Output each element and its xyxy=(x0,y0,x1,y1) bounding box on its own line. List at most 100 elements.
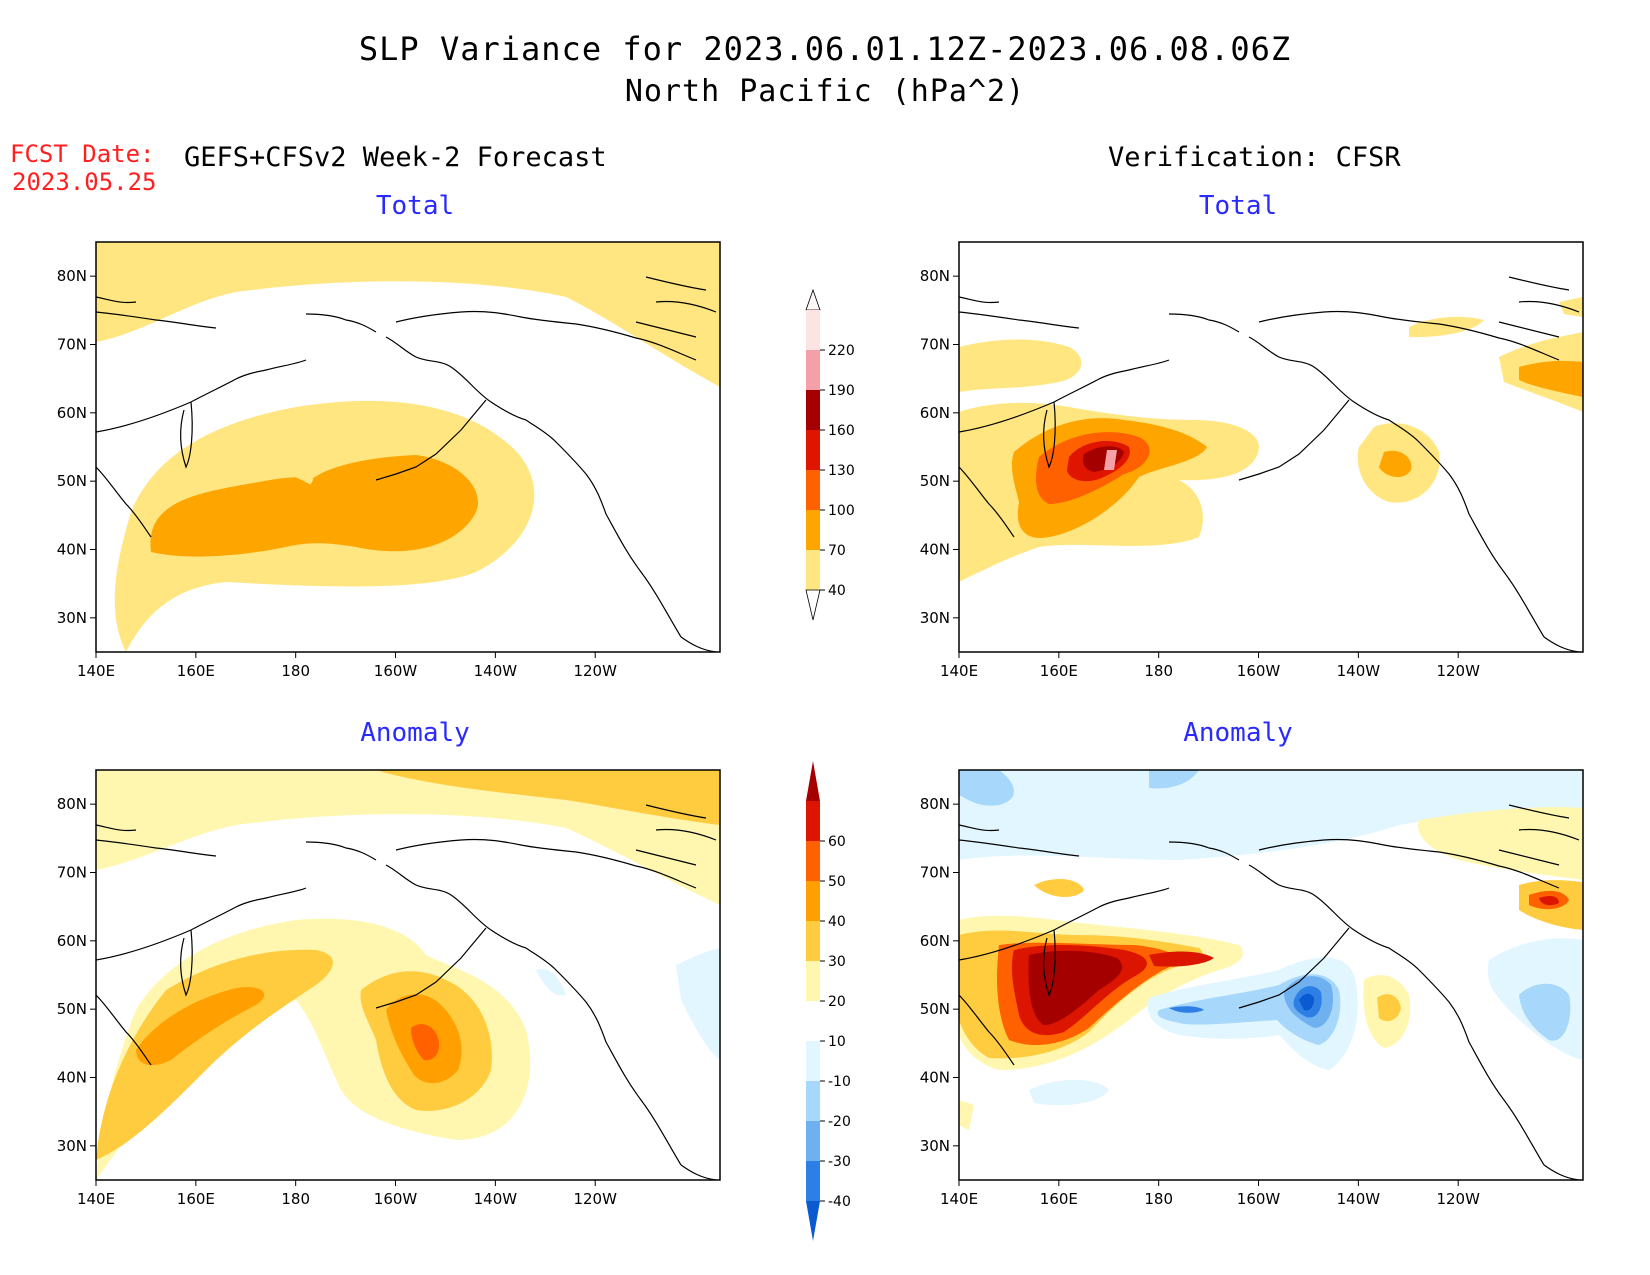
lon-tick-label: 180 xyxy=(281,662,310,680)
lon-tick-label: 160E xyxy=(177,1190,215,1208)
lat-tick-label: 50N xyxy=(57,1000,87,1018)
figure-title: SLP Variance for 2023.06.01.12Z-2023.06.… xyxy=(358,30,1292,68)
lat-tick-label: 30N xyxy=(920,1137,950,1155)
lon-tick-label: 140E xyxy=(940,662,978,680)
lat-tick-label: 30N xyxy=(57,1137,87,1155)
cbar-swatch xyxy=(806,1041,820,1081)
lon-tick-label: 160W xyxy=(1237,1190,1281,1208)
lat-tick-label: 70N xyxy=(920,336,950,354)
cbar-label: -30 xyxy=(828,1154,851,1170)
cbar-swatch xyxy=(806,921,820,961)
cbar-swatch xyxy=(806,430,820,470)
lon-tick-label: 140W xyxy=(1337,1190,1381,1208)
cbar-swatch xyxy=(806,801,820,841)
cbar-swatch xyxy=(806,550,820,590)
cbar-swatch xyxy=(806,841,820,881)
verification-anomaly-map: 140E 160E 180 160W 140W 120W 80N 70N 60N 50N 40N 30… xyxy=(920,769,1584,1208)
lat-tick-label: 80N xyxy=(920,267,950,285)
lon-tick-label: 160E xyxy=(177,662,215,680)
cbar-label: -20 xyxy=(828,1114,851,1130)
cbar-bottom-arrow xyxy=(805,589,821,621)
lon-tick-label: 120W xyxy=(1436,1190,1480,1208)
lat-tick-label: 70N xyxy=(57,864,87,882)
axis-group: 140E 160E 180 160W 140W 120W 80N 70N 60N 50N 40N 30… xyxy=(57,795,617,1208)
cbar-swatch xyxy=(806,510,820,550)
axis-group: 140E 160E 180 160W 140W 120W 80N 70N 60N 50N 40N 30… xyxy=(920,267,1480,680)
lat-tick-label: 60N xyxy=(920,404,950,422)
lon-tick-label: 160W xyxy=(1237,662,1281,680)
cbar-label: -40 xyxy=(828,1194,851,1210)
cbar-label: 70 xyxy=(828,543,846,559)
cbar-swatch xyxy=(806,1081,820,1121)
lon-tick-label: 120W xyxy=(1436,662,1480,680)
lon-tick-label: 140E xyxy=(77,662,115,680)
lat-tick-label: 80N xyxy=(920,795,950,813)
fcst-total-title: Total xyxy=(375,191,455,221)
cbar-swatch xyxy=(806,1001,820,1041)
cbar-label: 30 xyxy=(828,954,846,970)
cbar-swatch xyxy=(806,1121,820,1161)
cbar-swatch xyxy=(806,310,820,350)
cbar-label: 60 xyxy=(828,834,846,850)
cbar-label: 100 xyxy=(828,503,855,519)
lat-tick-label: 50N xyxy=(920,1000,950,1018)
verif-anomaly-title: Anomaly xyxy=(1183,718,1293,748)
cbar-label: -10 xyxy=(828,1074,851,1090)
lat-tick-label: 70N xyxy=(920,864,950,882)
lon-tick-label: 160W xyxy=(374,662,418,680)
lon-tick-label: 160E xyxy=(1040,662,1078,680)
fcst-anomaly-title: Anomaly xyxy=(360,718,470,748)
cbar-label: 50 xyxy=(828,874,846,890)
cbar-swatch xyxy=(806,961,820,1001)
axis-group: 140E 160E 180 160W 140W 120W 80N 70N 60N 50N 40N 30… xyxy=(57,267,617,680)
cbar-swatch xyxy=(806,881,820,921)
cbar-swatch xyxy=(806,1161,820,1201)
lat-tick-label: 80N xyxy=(57,267,87,285)
cbar-label: 10 xyxy=(828,1034,846,1050)
cbar-swatch xyxy=(806,390,820,430)
forecast-anomaly-map: 140E 160E 180 160W 140W 120W 80N 70N 60N 50N 40N 30… xyxy=(57,769,721,1208)
lon-tick-label: 140W xyxy=(474,1190,518,1208)
lat-tick-label: 50N xyxy=(920,472,950,490)
lat-tick-label: 70N xyxy=(57,336,87,354)
lat-tick-label: 60N xyxy=(57,404,87,422)
forecast-column-header: GEFS+CFSv2 Week-2 Forecast xyxy=(184,142,607,173)
lat-tick-label: 30N xyxy=(920,609,950,627)
cbar-label: 190 xyxy=(828,383,855,399)
cbar-top-arrow xyxy=(805,288,821,311)
lat-tick-label: 60N xyxy=(920,932,950,950)
lat-tick-label: 40N xyxy=(920,1069,950,1087)
cbar-top-arrow xyxy=(806,761,820,801)
cbar-swatch xyxy=(806,350,820,390)
lon-tick-label: 180 xyxy=(281,1190,310,1208)
lon-tick-label: 140E xyxy=(77,1190,115,1208)
verification-column-header: Verification: CFSR xyxy=(1108,142,1401,173)
anomaly-colorbar: -40 -30 -20 -10 10 20 30 40 50 60 xyxy=(806,761,851,1241)
lon-tick-label: 160W xyxy=(374,1190,418,1208)
lat-tick-label: 50N xyxy=(57,472,87,490)
lat-tick-label: 30N xyxy=(57,609,87,627)
lat-tick-label: 40N xyxy=(920,541,950,559)
lon-tick-label: 180 xyxy=(1144,662,1173,680)
cbar-label: 220 xyxy=(828,343,855,359)
lon-tick-label: 160E xyxy=(1040,1190,1078,1208)
lat-tick-label: 80N xyxy=(57,795,87,813)
lat-tick-label: 40N xyxy=(57,1069,87,1087)
cbar-label: 160 xyxy=(828,423,855,439)
lon-tick-label: 120W xyxy=(573,662,617,680)
verification-total-map: 140E 160E 180 160W 140W 120W 80N 70N 60N 50N 40N 30… xyxy=(920,241,1584,680)
cbar-label: 40 xyxy=(828,583,846,599)
lon-tick-label: 140W xyxy=(1337,662,1381,680)
cbar-label: 40 xyxy=(828,914,846,930)
fcst-date-label: FCST Date: xyxy=(10,140,155,168)
lon-tick-label: 140W xyxy=(474,662,518,680)
fcst-date-value: 2023.05.25 xyxy=(12,168,157,196)
lat-tick-label: 60N xyxy=(57,932,87,950)
lon-tick-label: 140E xyxy=(940,1190,978,1208)
total-colorbar: 40 70 100 130 160 190 220 xyxy=(805,288,855,621)
lon-tick-label: 180 xyxy=(1144,1190,1173,1208)
forecast-total-map: 140E 160E 180 160W 140W 120W 80N 70N 60N 50N 40N 30… xyxy=(57,241,721,680)
cbar-label: 20 xyxy=(828,994,846,1010)
cbar-bottom-arrow xyxy=(806,1201,820,1241)
verif-total-title: Total xyxy=(1198,191,1278,221)
